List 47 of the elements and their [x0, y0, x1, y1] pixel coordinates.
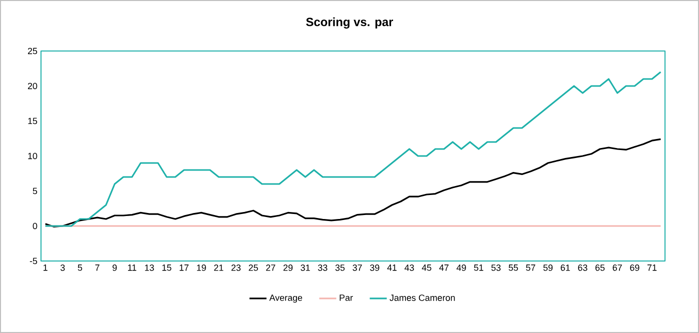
x-tick-label: 53 [491, 264, 501, 271]
y-tick-label: 5 [32, 188, 38, 194]
x-tick-label: 51 [474, 264, 484, 271]
y-tick-label: 20 [28, 82, 38, 90]
y-tick-label: 15 [28, 118, 38, 124]
x-tick-label: 43 [404, 264, 414, 271]
y-tick-label: 25 [28, 48, 38, 54]
x-tick-label: 3 [60, 264, 65, 271]
x-tick-label: 69 [630, 264, 640, 271]
x-tick-label: 47 [439, 264, 449, 271]
legend-label: Average [269, 294, 302, 303]
x-tick-label: 29 [283, 264, 293, 271]
x-tick-label: 35 [335, 264, 345, 271]
x-tick-label: 41 [387, 264, 397, 271]
x-tick-label: 1 [44, 264, 48, 271]
x-tick-label: 19 [197, 264, 206, 271]
x-tick-label: 59 [543, 264, 553, 271]
y-tick-label: 0 [32, 222, 38, 230]
x-tick-label: 15 [162, 264, 172, 271]
x-tick-label: 57 [526, 264, 536, 271]
x-tick-label: 11 [128, 264, 136, 271]
chart-title: Scoring vs. par [306, 17, 394, 29]
x-tick-label: 37 [352, 264, 362, 271]
x-tick-label: 31 [300, 264, 310, 271]
x-tick-label: 67 [612, 264, 622, 271]
x-tick-label: 13 [145, 264, 154, 271]
x-tick-label: 27 [266, 264, 276, 271]
x-tick-label: 49 [456, 264, 466, 271]
x-tick-label: 33 [318, 264, 328, 271]
legend-label: James Cameron [390, 294, 455, 301]
x-tick-label: 39 [370, 264, 380, 271]
x-tick-label: 7 [95, 264, 100, 271]
x-tick-label: 21 [214, 264, 224, 271]
legend-label: Par [340, 294, 353, 301]
x-tick-label: 23 [231, 264, 241, 271]
x-tick-label: 5 [78, 264, 82, 271]
x-tick-label: 71 [647, 264, 657, 271]
x-tick-label: 9 [112, 264, 117, 271]
y-tick-label: 10 [28, 152, 38, 160]
x-tick-label: 55 [508, 264, 518, 271]
x-tick-label: 17 [180, 264, 189, 271]
y-tick-label: -5 [30, 258, 38, 264]
x-tick-label: 63 [578, 264, 588, 271]
x-tick-label: 61 [560, 264, 570, 271]
x-tick-label: 65 [595, 264, 605, 271]
x-tick-label: 25 [248, 264, 258, 271]
x-tick-label: 45 [422, 264, 432, 271]
